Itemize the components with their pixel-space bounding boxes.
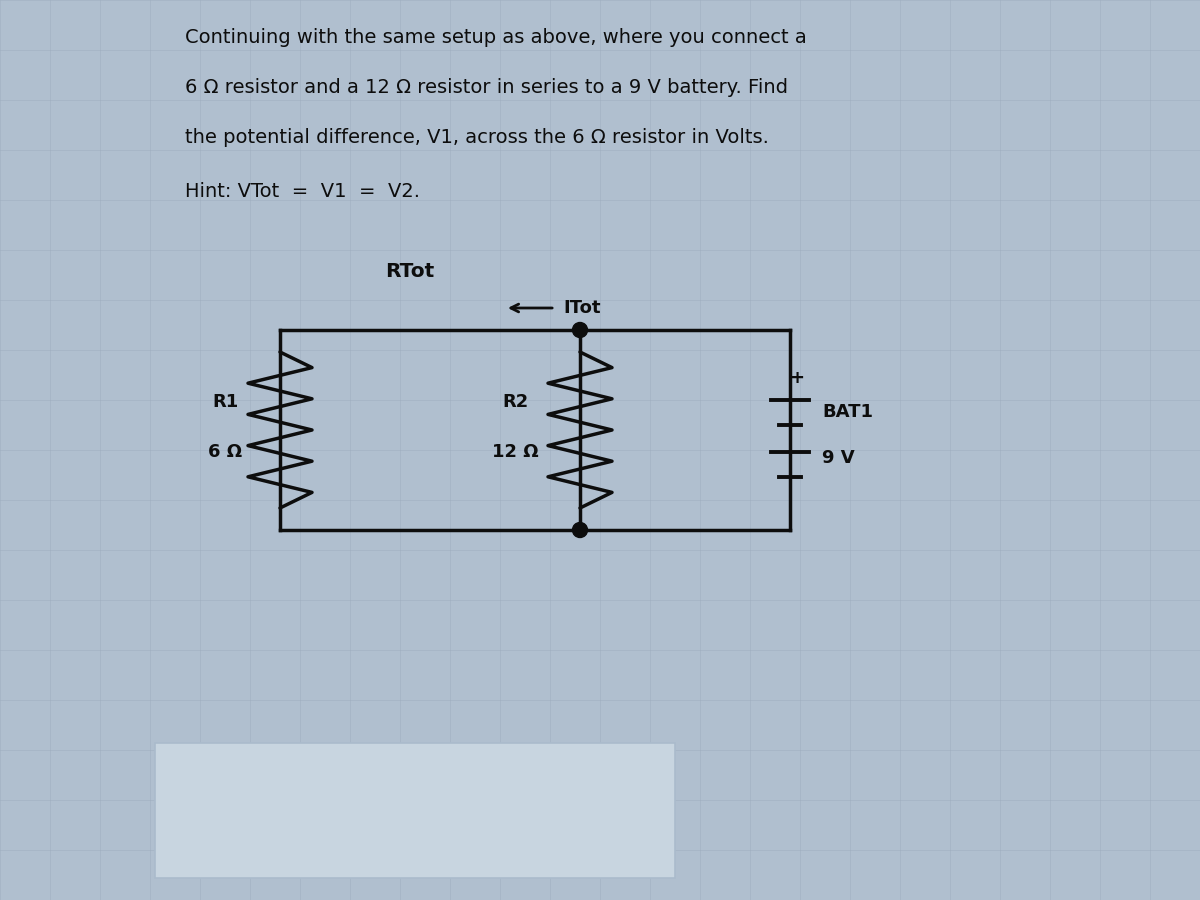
Text: the potential difference, V1, across the 6 Ω resistor in Volts.: the potential difference, V1, across the… <box>185 128 769 147</box>
Text: Continuing with the same setup as above, where you connect a: Continuing with the same setup as above,… <box>185 28 806 47</box>
Text: BAT1: BAT1 <box>822 403 874 421</box>
Circle shape <box>572 523 588 537</box>
Text: 6 Ω: 6 Ω <box>208 443 242 461</box>
Text: R2: R2 <box>502 393 528 411</box>
Text: RTot: RTot <box>385 262 434 281</box>
Text: +: + <box>790 369 804 387</box>
Text: ITot: ITot <box>563 299 600 317</box>
Circle shape <box>572 322 588 338</box>
Text: 9 V: 9 V <box>822 449 854 467</box>
Text: Hint: VTot  =  V1  =  V2.: Hint: VTot = V1 = V2. <box>185 182 420 201</box>
Text: 12 Ω: 12 Ω <box>492 443 539 461</box>
Text: 6 Ω resistor and a 12 Ω resistor in series to a 9 V battery. Find: 6 Ω resistor and a 12 Ω resistor in seri… <box>185 78 788 97</box>
FancyBboxPatch shape <box>155 743 674 878</box>
Text: R1: R1 <box>212 393 238 411</box>
